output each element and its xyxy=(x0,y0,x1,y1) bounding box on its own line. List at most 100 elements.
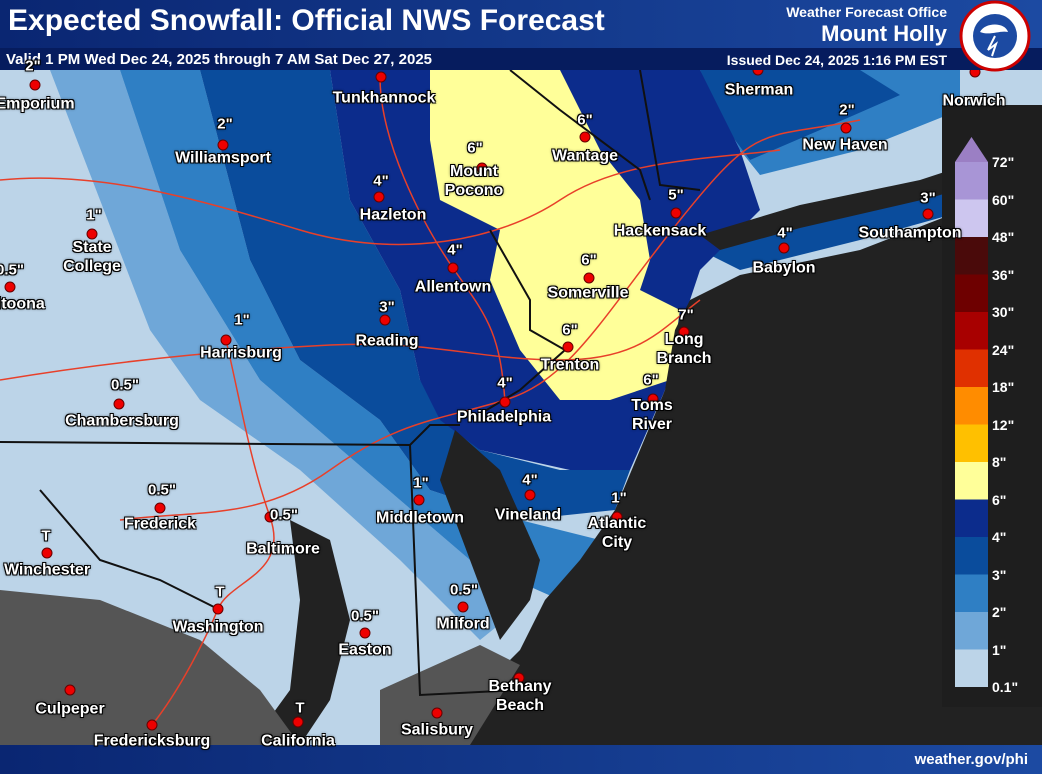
valid-band xyxy=(0,48,1042,70)
no-snow-zone xyxy=(380,645,520,745)
city-name: Middletown xyxy=(376,509,464,527)
water xyxy=(440,430,540,640)
legend-swatch xyxy=(955,612,988,650)
legend-swatch xyxy=(955,649,988,687)
snow-amount: 1" xyxy=(86,206,102,224)
legend-label: 60" xyxy=(992,191,1015,208)
legend-swatch xyxy=(955,312,988,350)
legend-label: 48" xyxy=(992,229,1015,245)
city-dot xyxy=(447,262,459,274)
city-name: Altoona xyxy=(0,295,45,313)
footer-url: weather.gov/phi xyxy=(914,751,1028,768)
legend-label: 72" xyxy=(992,154,1015,170)
city-dot xyxy=(113,398,125,410)
state-border xyxy=(409,444,521,697)
legend-label: 24" xyxy=(992,341,1015,358)
issued-time: Issued Dec 24, 2025 1:16 PM EST xyxy=(726,52,947,68)
city-name: Tunkhannock xyxy=(332,89,436,107)
valid-time: Valid 1 PM Wed Dec 24, 2025 through 7 AM… xyxy=(6,51,433,68)
state-border xyxy=(39,489,221,611)
city-dot xyxy=(375,71,387,83)
city-name: Baltimore xyxy=(246,540,320,558)
city-name: Washington xyxy=(172,618,264,636)
snow-amount: 6" xyxy=(581,251,597,269)
city-name: New Haven xyxy=(802,136,888,154)
city-name: Salisbury xyxy=(400,721,474,739)
snow-amount: 4" xyxy=(373,172,389,190)
city-dot xyxy=(647,393,659,405)
legend-swatch xyxy=(955,537,988,575)
snow-amount: 2" xyxy=(839,101,855,119)
snow-amount: T xyxy=(295,699,305,717)
city-name: Reading xyxy=(355,332,419,350)
legend-label: 0.1" xyxy=(992,679,1019,695)
snow-amount: 4" xyxy=(777,224,793,242)
office-name: Mount Holly xyxy=(821,21,947,46)
city-dot xyxy=(476,162,488,174)
legend-swatch xyxy=(955,499,988,537)
city-dot xyxy=(373,191,385,203)
city-dot xyxy=(220,334,232,346)
snow-amount: 1" xyxy=(611,489,627,507)
city-name: Emporium xyxy=(0,95,75,113)
city-dot xyxy=(840,122,852,134)
city-name: Atlantic City xyxy=(587,515,647,551)
city-name: Babylon xyxy=(752,259,816,277)
city-name: Culpeper xyxy=(35,700,105,718)
snow-amount: 6" xyxy=(577,111,593,129)
snow-amount: 6" xyxy=(562,321,578,339)
legend-swatch xyxy=(955,462,988,500)
snow-amount: 7" xyxy=(678,306,694,324)
water xyxy=(700,140,1042,250)
snow-zone xyxy=(200,70,630,520)
water xyxy=(250,520,350,745)
city-dot xyxy=(41,547,53,559)
legend-label: 1" xyxy=(992,641,1007,658)
city-dot xyxy=(212,603,224,615)
office-label: Weather Forecast Office xyxy=(786,4,947,20)
legend-label: 6" xyxy=(992,491,1007,508)
city-name: Milford xyxy=(436,615,490,633)
city-dot xyxy=(579,131,591,143)
snow-amount: 0.5" xyxy=(450,581,478,599)
city-dot xyxy=(922,208,934,220)
city-dot xyxy=(583,272,595,284)
legend-swatch xyxy=(955,237,988,275)
snow-zone xyxy=(120,70,600,600)
city-dot xyxy=(217,139,229,151)
city-dot xyxy=(513,672,525,684)
snow-amount: 6" xyxy=(643,371,659,389)
snow-amount: 4" xyxy=(447,241,463,259)
legend-label: 4" xyxy=(992,529,1007,545)
nws-logo xyxy=(959,0,1031,72)
snow-amount: 1" xyxy=(234,311,250,329)
city-name: Allentown xyxy=(414,278,492,296)
legend-label: 30" xyxy=(992,304,1015,320)
legend-swatch xyxy=(955,162,988,200)
legend-swatch xyxy=(955,349,988,387)
snow-zone xyxy=(700,190,950,270)
city-dot xyxy=(611,511,623,523)
city-dot xyxy=(778,242,790,254)
legend-label: 2" xyxy=(992,604,1007,620)
city-dot xyxy=(499,396,511,408)
city-dot xyxy=(413,494,425,506)
city-dot xyxy=(86,228,98,240)
state-border xyxy=(469,229,567,421)
logo-cloud xyxy=(980,24,1008,34)
snow-amount: 0.5" xyxy=(111,376,139,394)
snow-amount: 0.5" xyxy=(148,481,176,499)
city-name: Vineland xyxy=(494,506,562,524)
city-name: Mount Pocono xyxy=(444,163,504,199)
city-dot xyxy=(562,341,574,353)
city-name: Philadelphia xyxy=(456,408,552,426)
city-name: Toms River xyxy=(631,397,673,433)
snow-zone xyxy=(700,70,900,160)
city-dot xyxy=(359,627,371,639)
city-name: Bethany Beach xyxy=(488,678,552,714)
city-name: Somerville xyxy=(547,284,629,302)
city-name: Sherman xyxy=(724,81,794,99)
city-dot xyxy=(264,511,276,523)
